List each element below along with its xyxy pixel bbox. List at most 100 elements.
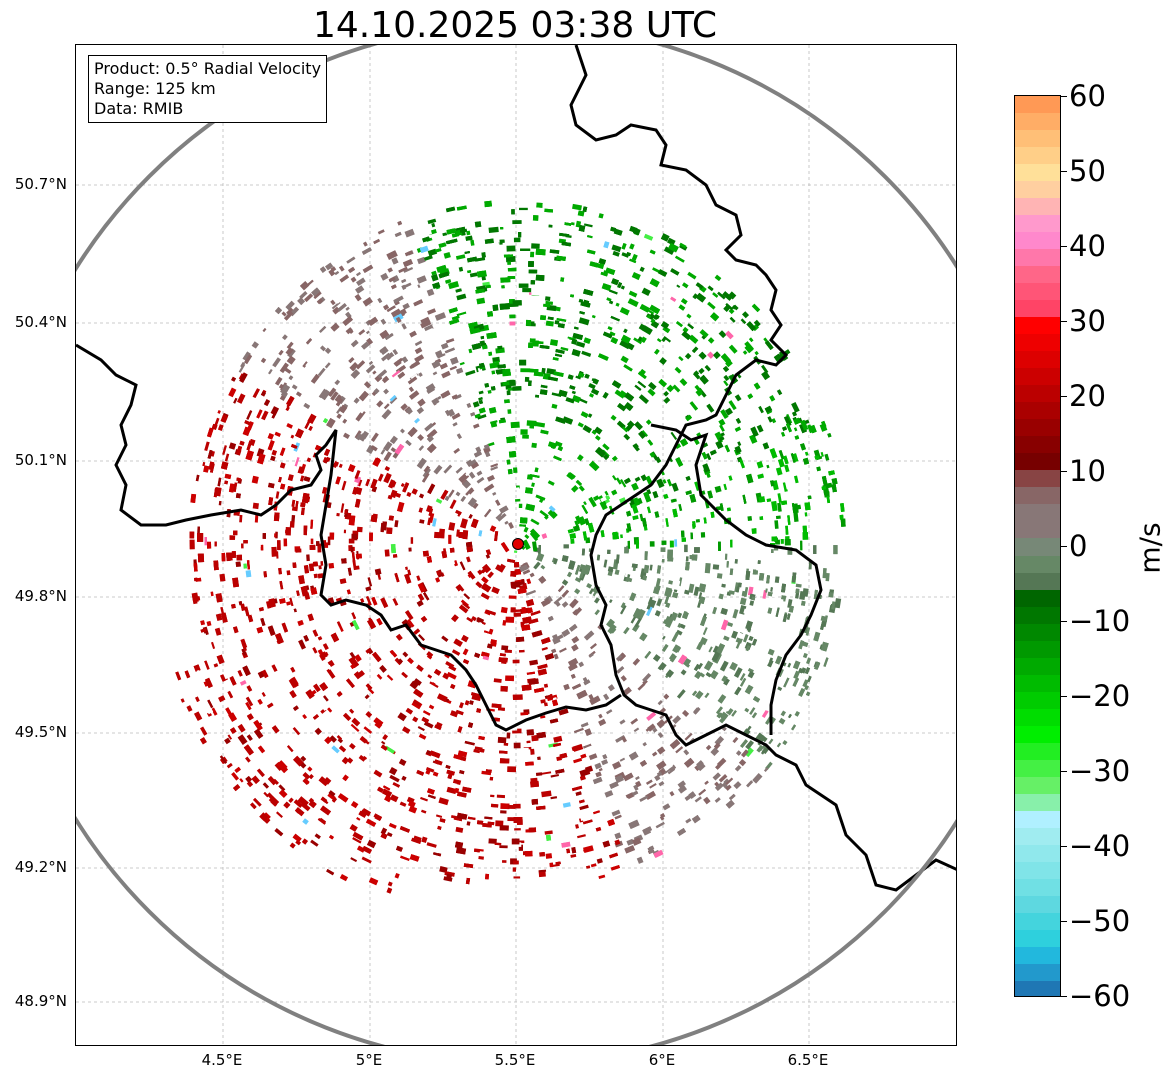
echo-gate	[694, 671, 702, 680]
echo-gate	[397, 220, 403, 226]
echo-gate	[591, 822, 598, 826]
echo-gate	[525, 850, 533, 857]
echo-gate	[475, 581, 483, 589]
echo-gate	[800, 540, 803, 551]
echo-gate	[813, 545, 817, 554]
echo-gate	[414, 340, 423, 347]
echo-gate	[330, 299, 336, 306]
echo-gate	[750, 398, 756, 406]
echo-gate	[499, 845, 508, 849]
echo-gate	[657, 338, 662, 343]
echo-gate	[688, 583, 695, 594]
echo-gate	[412, 822, 424, 831]
echo-gate	[692, 293, 699, 300]
echo-gate	[603, 693, 610, 701]
echo-gate	[451, 614, 459, 623]
echo-gate	[683, 749, 690, 756]
echo-gate	[678, 356, 684, 362]
echo-gate	[802, 641, 809, 647]
echo-gate	[493, 678, 502, 683]
echo-gate	[204, 660, 210, 670]
echo-gate	[698, 583, 707, 593]
echo-gate	[195, 596, 201, 601]
echo-gate	[365, 478, 371, 487]
echo-gate	[462, 648, 469, 656]
echo-gate	[400, 483, 405, 487]
echo-gate	[221, 552, 226, 562]
echo-gate	[233, 626, 239, 634]
echo-gate	[409, 854, 420, 862]
echo-gate	[460, 495, 466, 502]
echo-gate	[271, 449, 278, 456]
echo-gate	[720, 607, 728, 616]
echo-gate	[742, 350, 748, 355]
echo-gate	[394, 872, 400, 879]
echo-gate	[416, 769, 425, 776]
echo-gate	[590, 863, 597, 868]
echo-gate	[443, 464, 453, 474]
echo-gate	[533, 561, 541, 570]
echo-gate	[825, 572, 830, 582]
echo-gate	[609, 331, 616, 337]
echo-gate	[204, 441, 210, 452]
echo-gate	[231, 603, 236, 609]
echo-gate	[351, 552, 356, 562]
echo-gate	[727, 622, 733, 627]
echo-gate	[308, 774, 314, 780]
echo-gate	[559, 647, 567, 653]
echo-gate	[210, 591, 214, 597]
echo-gate	[303, 565, 310, 574]
echo-gate	[383, 403, 390, 410]
echo-gate	[653, 835, 659, 843]
echo-gate	[519, 517, 528, 524]
echo-gate	[500, 226, 504, 230]
echo-gate	[257, 745, 266, 754]
echo-gate	[401, 282, 412, 289]
echo-gate	[719, 436, 725, 441]
echo-gate	[327, 659, 335, 668]
echo-gate	[602, 443, 610, 451]
echo-gate	[765, 588, 768, 593]
echo-gate	[387, 881, 393, 887]
echo-gate	[621, 243, 627, 250]
echo-gate	[392, 782, 401, 788]
echo-gate	[787, 515, 791, 525]
echo-gate	[692, 371, 701, 380]
echo-gate	[392, 349, 398, 356]
echo-gate	[530, 280, 536, 285]
radar-map[interactable]	[75, 44, 957, 1046]
echo-gate	[628, 290, 638, 298]
echo-gate	[699, 329, 709, 338]
echo-gate	[293, 799, 303, 809]
echo-gate	[175, 671, 182, 681]
echo-gate	[354, 293, 362, 302]
echo-gate	[588, 382, 596, 390]
echo-gate	[246, 685, 253, 692]
echo-gate	[590, 683, 597, 690]
echo-gate	[694, 481, 700, 491]
echo-gate	[509, 308, 519, 314]
echo-gate	[441, 370, 451, 379]
echo-gate	[310, 538, 314, 545]
echo-gate	[271, 664, 278, 672]
echo-gate	[766, 464, 770, 469]
echo-gate	[653, 654, 661, 662]
echo-gate	[358, 810, 367, 818]
echo-gate	[184, 670, 191, 679]
echo-gate	[193, 711, 203, 722]
echo-gate	[346, 589, 351, 595]
echo-gate	[623, 626, 630, 635]
echo-gate	[539, 344, 550, 350]
echo-gate	[530, 780, 540, 788]
echo-gate	[252, 388, 260, 399]
echo-gate	[528, 261, 534, 267]
echo-gate	[279, 462, 286, 469]
echo-gate	[351, 634, 360, 645]
echo-gate	[244, 606, 250, 617]
echo-gate	[465, 369, 476, 376]
echo-gate	[300, 502, 306, 508]
echo-gate	[476, 708, 482, 713]
echo-gate	[301, 538, 307, 544]
echo-gate	[712, 772, 721, 781]
echo-gate	[341, 756, 350, 765]
